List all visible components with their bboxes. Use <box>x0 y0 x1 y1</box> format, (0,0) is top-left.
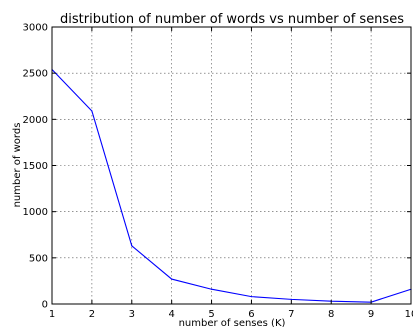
data-point <box>171 278 173 280</box>
y-tick-label: 0 <box>42 300 48 311</box>
y-tick-label: 2000 <box>23 115 48 126</box>
y-tick-label: 500 <box>29 253 48 264</box>
y-tick-label: 1500 <box>23 161 48 172</box>
series-line <box>51 69 412 303</box>
x-tick-label: 1 <box>49 309 55 320</box>
x-tick-label: 5 <box>208 309 214 320</box>
x-tick-label: 9 <box>368 309 374 320</box>
x-tick-label: 7 <box>288 309 294 320</box>
x-axis: 1 2 3 4 5 6 7 8 9 10 <box>49 27 413 320</box>
series-layer <box>51 68 412 303</box>
data-point <box>210 288 213 290</box>
y-tick-label: 1000 <box>23 207 48 218</box>
x-tick-label: 10 <box>405 309 413 320</box>
grid <box>51 26 412 305</box>
x-tick-label: 8 <box>328 309 334 320</box>
y-tick-label: 2500 <box>23 69 48 80</box>
data-point <box>290 298 292 300</box>
y-tick-label: 3000 <box>23 23 48 34</box>
y-axis: 0 500 1000 1500 2000 2500 3000 <box>23 23 411 311</box>
data-point <box>91 110 93 112</box>
x-tick-label: 2 <box>89 309 95 320</box>
data-point <box>250 296 253 298</box>
data-point <box>131 245 133 247</box>
x-axis-label: number of senses (K) <box>179 318 286 327</box>
x-tick-label: 4 <box>168 309 174 320</box>
x-tick-label: 3 <box>129 309 135 320</box>
y-axis-label: number of words <box>12 123 23 208</box>
x-tick-label: 6 <box>248 309 254 320</box>
chart-title: distribution of number of words vs numbe… <box>60 12 404 27</box>
